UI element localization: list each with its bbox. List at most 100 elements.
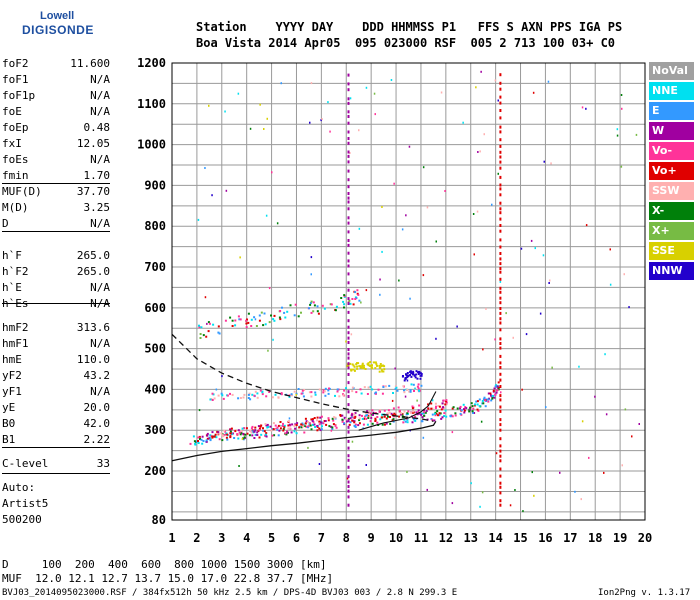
echo-point [358,419,361,422]
echo-point [251,393,254,396]
echo-point [474,403,477,406]
echo-point [229,428,232,431]
interference-mark [499,409,502,413]
noise-point [365,464,367,466]
interference-mark [347,403,350,407]
echo-point [271,396,274,399]
interference-mark [347,495,350,499]
echo-point [268,321,271,324]
interference-mark [499,342,502,345]
noise-point [491,203,493,206]
echo-point [222,435,225,438]
param-value: N/A [90,281,110,294]
echo-point [304,424,306,427]
logo-digisonde: DIGISONDE [22,23,94,37]
echo-point [333,416,335,419]
echo-point [328,425,331,428]
echo-point [495,384,498,387]
muf-row: MUF 12.0 12.1 12.7 13.7 15.0 17.0 22.8 3… [2,572,334,585]
y-tick-label: 1200 [137,56,166,70]
noise-point [594,395,596,398]
param-row: foF1p N/A [2,88,110,104]
echo-point [341,414,344,417]
echo-point [341,420,344,423]
echo-point [387,409,390,412]
echo-point [420,372,422,375]
echo-point [216,430,219,433]
echo-point [343,303,346,306]
noise-point [208,104,210,107]
param-row: hmE 110.0 [2,352,110,368]
echo-point [334,424,337,427]
echo-point [469,408,471,411]
echo-point [255,325,258,327]
noise-point [422,166,425,169]
echo-point [404,376,407,379]
noise-point [616,134,619,137]
echo-point [300,311,302,314]
echo-point [358,422,361,425]
echo-point [371,409,374,412]
noise-point [426,488,428,491]
echo-point [343,416,346,419]
param-name: h`E [2,281,22,294]
y-tick-label: 80 [152,513,166,527]
echo-point [290,431,293,434]
echo-point [423,411,426,414]
echo-point [198,435,201,438]
echo-point [332,423,335,426]
echo-point [281,306,283,309]
echo-point [357,362,360,365]
echo-point [451,415,454,418]
noise-point [391,399,394,402]
noise-point [605,413,608,416]
auto-label: Auto: [2,481,36,494]
echo-point [193,440,196,443]
echo-point [431,413,434,416]
interference-mark [347,272,350,276]
ionogram-chart: 1 2 3 4 5 6 7 8 9 10 11 12 13 14 15 16 17 18 19 20802003004… [137,56,652,545]
interference-mark [499,252,502,255]
echo-point [250,427,253,430]
echo-point [374,367,377,370]
echo-point [353,413,356,416]
echo-point [412,373,414,376]
echo-point [201,442,204,445]
echo-point [277,396,280,399]
noise-point [479,150,481,153]
echo-point [254,390,257,393]
echo-point [353,417,356,419]
y-tick-label: 1000 [137,138,166,152]
echo-point [253,394,256,397]
noise-point [497,99,499,102]
echo-point [417,383,420,386]
interference-mark [499,385,502,388]
echo-point [238,431,241,434]
echo-point [379,363,382,365]
echo-point [269,425,272,428]
echo-point [265,435,268,438]
echo-point [363,386,366,389]
echo-point [419,377,422,380]
param-value: 37.70 [76,185,110,198]
echo-point [314,426,317,428]
x-tick-label: 4 [243,531,250,545]
interference-mark [499,217,502,221]
interference-mark [499,337,502,341]
echo-point [286,310,289,313]
interference-mark [499,423,502,427]
noise-point [473,253,475,256]
echo-point [484,399,486,402]
echo-point [287,420,290,423]
echo-point [476,400,479,403]
echo-point [287,427,290,430]
interference-mark [499,125,502,129]
echo-point [318,420,321,423]
echo-point [302,395,305,398]
echo-point [207,321,210,324]
echo-point [351,386,354,389]
profile-loop [358,391,437,431]
echo-point [251,434,254,437]
echo-point [409,389,412,392]
echo-point [279,421,282,423]
